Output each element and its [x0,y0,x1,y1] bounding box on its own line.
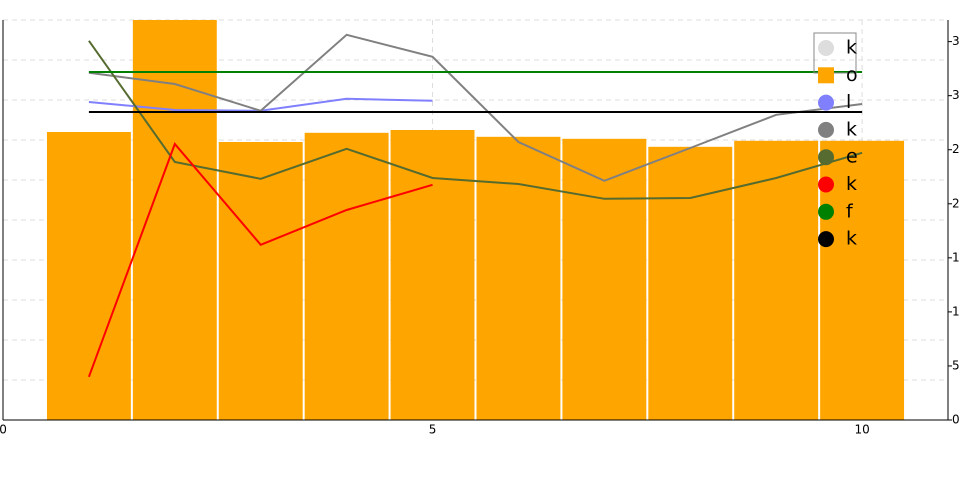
legend-marker [818,176,834,193]
bar [218,142,303,420]
line-series [87,142,433,378]
legend-marker [818,67,834,84]
y2-tick-label: 3 [952,88,960,102]
legend-label: o [846,64,858,86]
bar [476,136,561,421]
legend-marker [818,149,834,166]
x-tick-label: 10 [854,423,869,437]
y2-tick-label: 2 [952,196,960,210]
line-series [88,33,863,182]
legend-marker [818,203,834,220]
legend-label: f [846,200,854,222]
line-series [88,40,863,200]
bar [304,132,389,421]
legend-box [813,32,857,74]
x-tick-label: 0 [0,423,7,437]
y2-tick-label: 5 [952,358,960,372]
bar [46,132,131,420]
legend-label: k [846,118,857,140]
legend-marker [818,121,834,138]
y2-tick-label: 3 [952,34,960,48]
y2-tick-label: 0 [952,413,960,427]
legend-label: k [846,37,857,59]
x-tick-label: 5 [429,423,437,437]
legend-marker [818,94,834,111]
legend-label: e [846,146,858,168]
y2-tick-label: 2 [952,142,960,156]
legend-marker [818,40,834,56]
legend-label: k [846,173,857,195]
bar [734,140,819,421]
legend-label: l [846,91,851,113]
y2-tick-label: 1 [952,250,960,264]
legend-marker [818,231,834,248]
bar [562,138,647,421]
bar [820,140,905,421]
legend-label: k [846,228,857,250]
bar [390,130,475,420]
bar [648,146,733,421]
y2-tick-label: 1 [952,304,960,318]
